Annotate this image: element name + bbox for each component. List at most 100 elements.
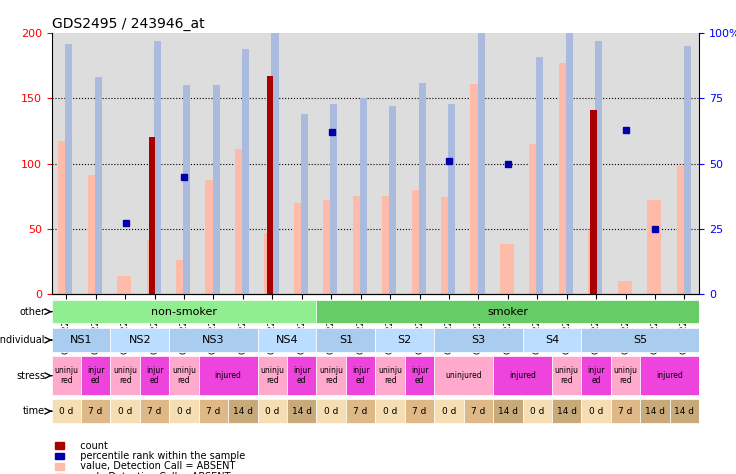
Text: value, Detection Call = ABSENT: value, Detection Call = ABSENT bbox=[74, 461, 235, 472]
Bar bbox=[169, 328, 258, 352]
Bar bbox=[316, 328, 375, 352]
Bar bbox=[52, 356, 81, 395]
Text: time: time bbox=[23, 406, 45, 416]
Text: injured: injured bbox=[509, 371, 536, 380]
Bar bbox=[375, 328, 434, 352]
Bar bbox=[389, 106, 396, 294]
Bar bbox=[382, 196, 396, 294]
Bar bbox=[537, 56, 543, 294]
Bar bbox=[346, 400, 375, 423]
Bar bbox=[52, 328, 110, 352]
Text: injur
ed: injur ed bbox=[587, 366, 605, 385]
Text: 0 d: 0 d bbox=[265, 407, 280, 416]
Bar bbox=[140, 400, 169, 423]
Bar bbox=[213, 85, 219, 294]
Bar bbox=[301, 114, 308, 294]
Text: 0 d: 0 d bbox=[59, 407, 74, 416]
Text: NS1: NS1 bbox=[70, 335, 92, 345]
Text: 14 d: 14 d bbox=[556, 407, 577, 416]
Text: 14 d: 14 d bbox=[498, 407, 518, 416]
Bar bbox=[419, 82, 425, 294]
Bar bbox=[647, 200, 661, 294]
Bar bbox=[199, 356, 258, 395]
Bar bbox=[523, 328, 581, 352]
Text: non-smoker: non-smoker bbox=[151, 307, 217, 317]
Text: 0 d: 0 d bbox=[177, 407, 191, 416]
Text: 0 d: 0 d bbox=[530, 407, 545, 416]
Bar bbox=[581, 328, 699, 352]
Bar bbox=[154, 41, 160, 294]
Bar bbox=[360, 98, 367, 294]
Text: uninju
red: uninju red bbox=[614, 366, 637, 385]
Bar bbox=[618, 281, 631, 294]
Text: 7 d: 7 d bbox=[147, 407, 162, 416]
Bar bbox=[66, 44, 72, 294]
Text: injured: injured bbox=[657, 371, 683, 380]
Text: 0 d: 0 d bbox=[324, 407, 339, 416]
Text: 0 d: 0 d bbox=[383, 407, 397, 416]
Text: 0 d: 0 d bbox=[118, 407, 132, 416]
Bar bbox=[375, 400, 405, 423]
Bar bbox=[581, 356, 611, 395]
Bar bbox=[258, 328, 316, 352]
Bar bbox=[205, 181, 219, 294]
Bar bbox=[353, 196, 367, 294]
Bar bbox=[346, 356, 375, 395]
Bar bbox=[52, 400, 81, 423]
Bar bbox=[235, 149, 249, 294]
Text: GDS2495 / 243946_at: GDS2495 / 243946_at bbox=[52, 17, 204, 31]
Bar bbox=[411, 190, 425, 294]
Text: stress: stress bbox=[16, 371, 45, 381]
Bar bbox=[676, 166, 690, 294]
Bar bbox=[117, 276, 131, 294]
Text: injured: injured bbox=[215, 371, 241, 380]
Bar bbox=[330, 104, 337, 294]
Bar bbox=[493, 356, 552, 395]
Text: 14 d: 14 d bbox=[674, 407, 695, 416]
Text: S2: S2 bbox=[397, 335, 412, 345]
Bar bbox=[110, 356, 140, 395]
Text: uninju
red: uninju red bbox=[319, 366, 343, 385]
Bar bbox=[52, 300, 316, 323]
Bar bbox=[500, 245, 514, 294]
Bar bbox=[287, 356, 316, 395]
Bar bbox=[434, 400, 464, 423]
Bar bbox=[183, 85, 190, 294]
Bar bbox=[242, 49, 249, 294]
Text: uninju
red: uninju red bbox=[172, 366, 196, 385]
Text: 0 d: 0 d bbox=[589, 407, 604, 416]
Text: rank, Detection Call = ABSENT: rank, Detection Call = ABSENT bbox=[74, 472, 230, 474]
Bar bbox=[529, 144, 543, 294]
Bar bbox=[110, 400, 140, 423]
Bar bbox=[228, 400, 258, 423]
Bar bbox=[559, 63, 573, 294]
Bar bbox=[493, 400, 523, 423]
Text: uninju
red: uninju red bbox=[378, 366, 402, 385]
Bar bbox=[169, 356, 199, 395]
Bar bbox=[266, 76, 273, 294]
Bar bbox=[149, 137, 155, 294]
Text: percentile rank within the sample: percentile rank within the sample bbox=[74, 451, 245, 461]
Bar bbox=[287, 400, 316, 423]
Bar bbox=[670, 400, 699, 423]
Bar bbox=[552, 400, 581, 423]
Text: S1: S1 bbox=[339, 335, 353, 345]
Bar bbox=[588, 231, 602, 294]
Bar bbox=[316, 400, 346, 423]
Bar bbox=[316, 300, 699, 323]
Bar bbox=[140, 356, 169, 395]
Bar bbox=[110, 328, 169, 352]
Text: 7 d: 7 d bbox=[618, 407, 633, 416]
Text: uninju
red: uninju red bbox=[261, 366, 284, 385]
Bar bbox=[258, 400, 287, 423]
Text: 14 d: 14 d bbox=[291, 407, 312, 416]
Text: other: other bbox=[19, 307, 45, 317]
Text: 7 d: 7 d bbox=[353, 407, 368, 416]
Bar bbox=[595, 41, 602, 294]
Bar bbox=[640, 356, 699, 395]
Bar bbox=[323, 200, 337, 294]
Bar bbox=[58, 141, 72, 294]
Bar bbox=[272, 7, 278, 294]
Bar bbox=[405, 356, 434, 395]
Text: 7 d: 7 d bbox=[206, 407, 221, 416]
